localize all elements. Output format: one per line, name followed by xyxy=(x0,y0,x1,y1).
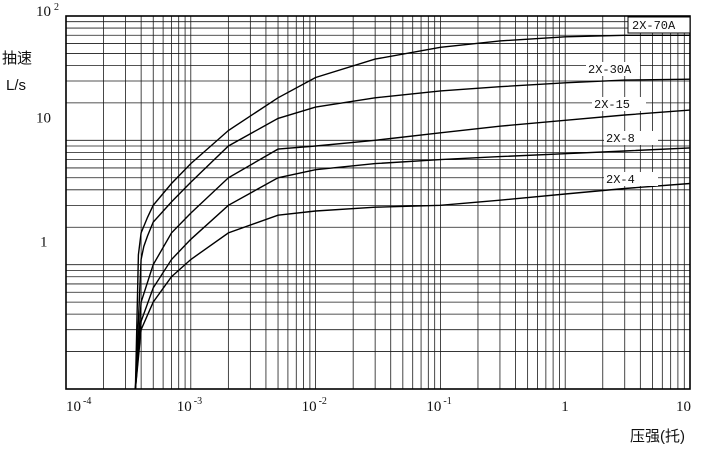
series-line-2x-8 xyxy=(134,147,691,390)
x-tick-exponent: -2 xyxy=(319,396,327,407)
y-axis-label-line1: 抽速 xyxy=(2,50,32,67)
x-tick-exponent: -3 xyxy=(194,396,202,407)
series-label-backdrop xyxy=(604,172,658,186)
grid xyxy=(66,16,690,389)
series-label-box xyxy=(627,16,691,34)
x-tick-label: 1 xyxy=(561,399,569,415)
series-line-2x-70a xyxy=(134,34,690,390)
series-labels: 2X-70A 2X-30A 2X-15 2X-8 2X-4 xyxy=(586,16,691,187)
x-axis-label: 压强(托) xyxy=(630,428,685,445)
series-label: 2X-70A xyxy=(632,19,676,33)
x-tick-label: 10 xyxy=(302,399,317,415)
y-tick-exponent: 2 xyxy=(54,2,59,13)
y-tick-label: 10 xyxy=(36,110,51,126)
series-line-2x-4 xyxy=(134,182,691,390)
curves xyxy=(134,34,691,390)
x-tick-label: 10 xyxy=(426,399,441,415)
x-tick-exponent: -4 xyxy=(83,396,91,407)
series-label: 2X-30A xyxy=(588,63,632,77)
series-label-backdrop xyxy=(604,131,658,145)
x-tick-labels: 10 -4 10 -3 10 -2 10 -1 1 10 xyxy=(66,396,691,415)
x-tick-label: 10 xyxy=(177,399,192,415)
series-label-backdrop xyxy=(586,62,640,76)
x-tick-exponent: -1 xyxy=(443,396,451,407)
series-label: 2X-15 xyxy=(594,98,630,112)
series-label-backdrop xyxy=(592,97,646,111)
y-tick-label: 1 xyxy=(40,235,48,251)
series-label: 2X-4 xyxy=(606,173,635,187)
x-tick-label: 10 xyxy=(66,399,81,415)
plot-frame xyxy=(65,15,691,390)
series-line-2x-15 xyxy=(134,109,691,390)
y-tick-label: 10 xyxy=(36,4,51,20)
y-axis-label-line2: L/s xyxy=(6,77,26,94)
series-label: 2X-8 xyxy=(606,132,635,146)
series-line-2x-30a xyxy=(134,78,691,390)
x-tick-label: 10 xyxy=(676,399,691,415)
